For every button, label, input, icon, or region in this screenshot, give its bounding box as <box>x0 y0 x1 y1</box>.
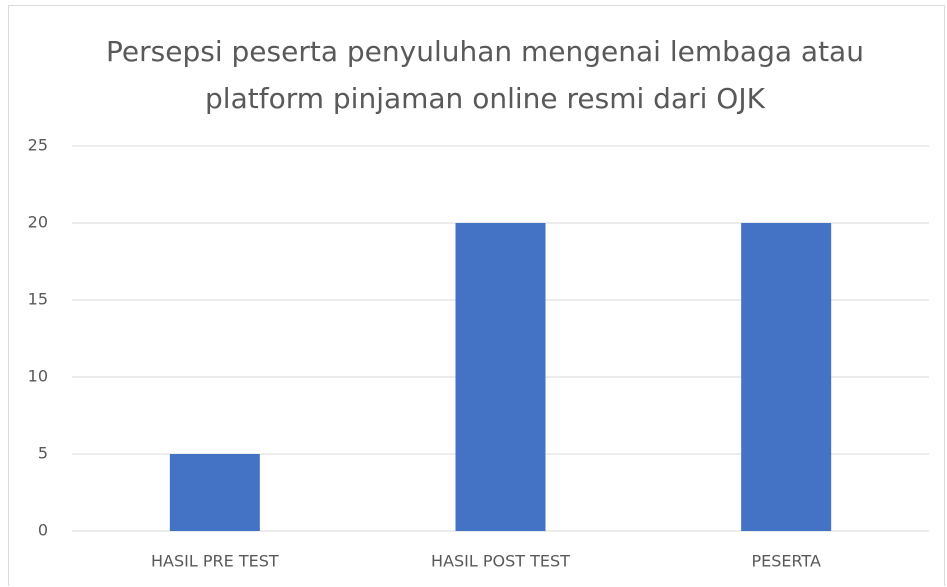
y-tick-label: 5 <box>38 444 48 463</box>
y-tick-label: 10 <box>28 367 48 386</box>
chart-frame <box>8 5 945 586</box>
y-tick-label: 25 <box>28 136 48 155</box>
x-tick-label: HASIL POST TEST <box>431 552 570 571</box>
y-tick-label: 15 <box>28 290 48 309</box>
bar <box>169 454 260 531</box>
y-tick-label: 0 <box>38 521 48 540</box>
x-tick-label: HASIL PRE TEST <box>151 552 279 571</box>
x-tick-label: PESERTA <box>751 552 821 571</box>
chart-title: Persepsi peserta penyuluhan mengenai lem… <box>106 35 864 115</box>
bar <box>741 223 832 531</box>
y-tick-label: 20 <box>28 213 48 232</box>
bar <box>455 223 546 531</box>
